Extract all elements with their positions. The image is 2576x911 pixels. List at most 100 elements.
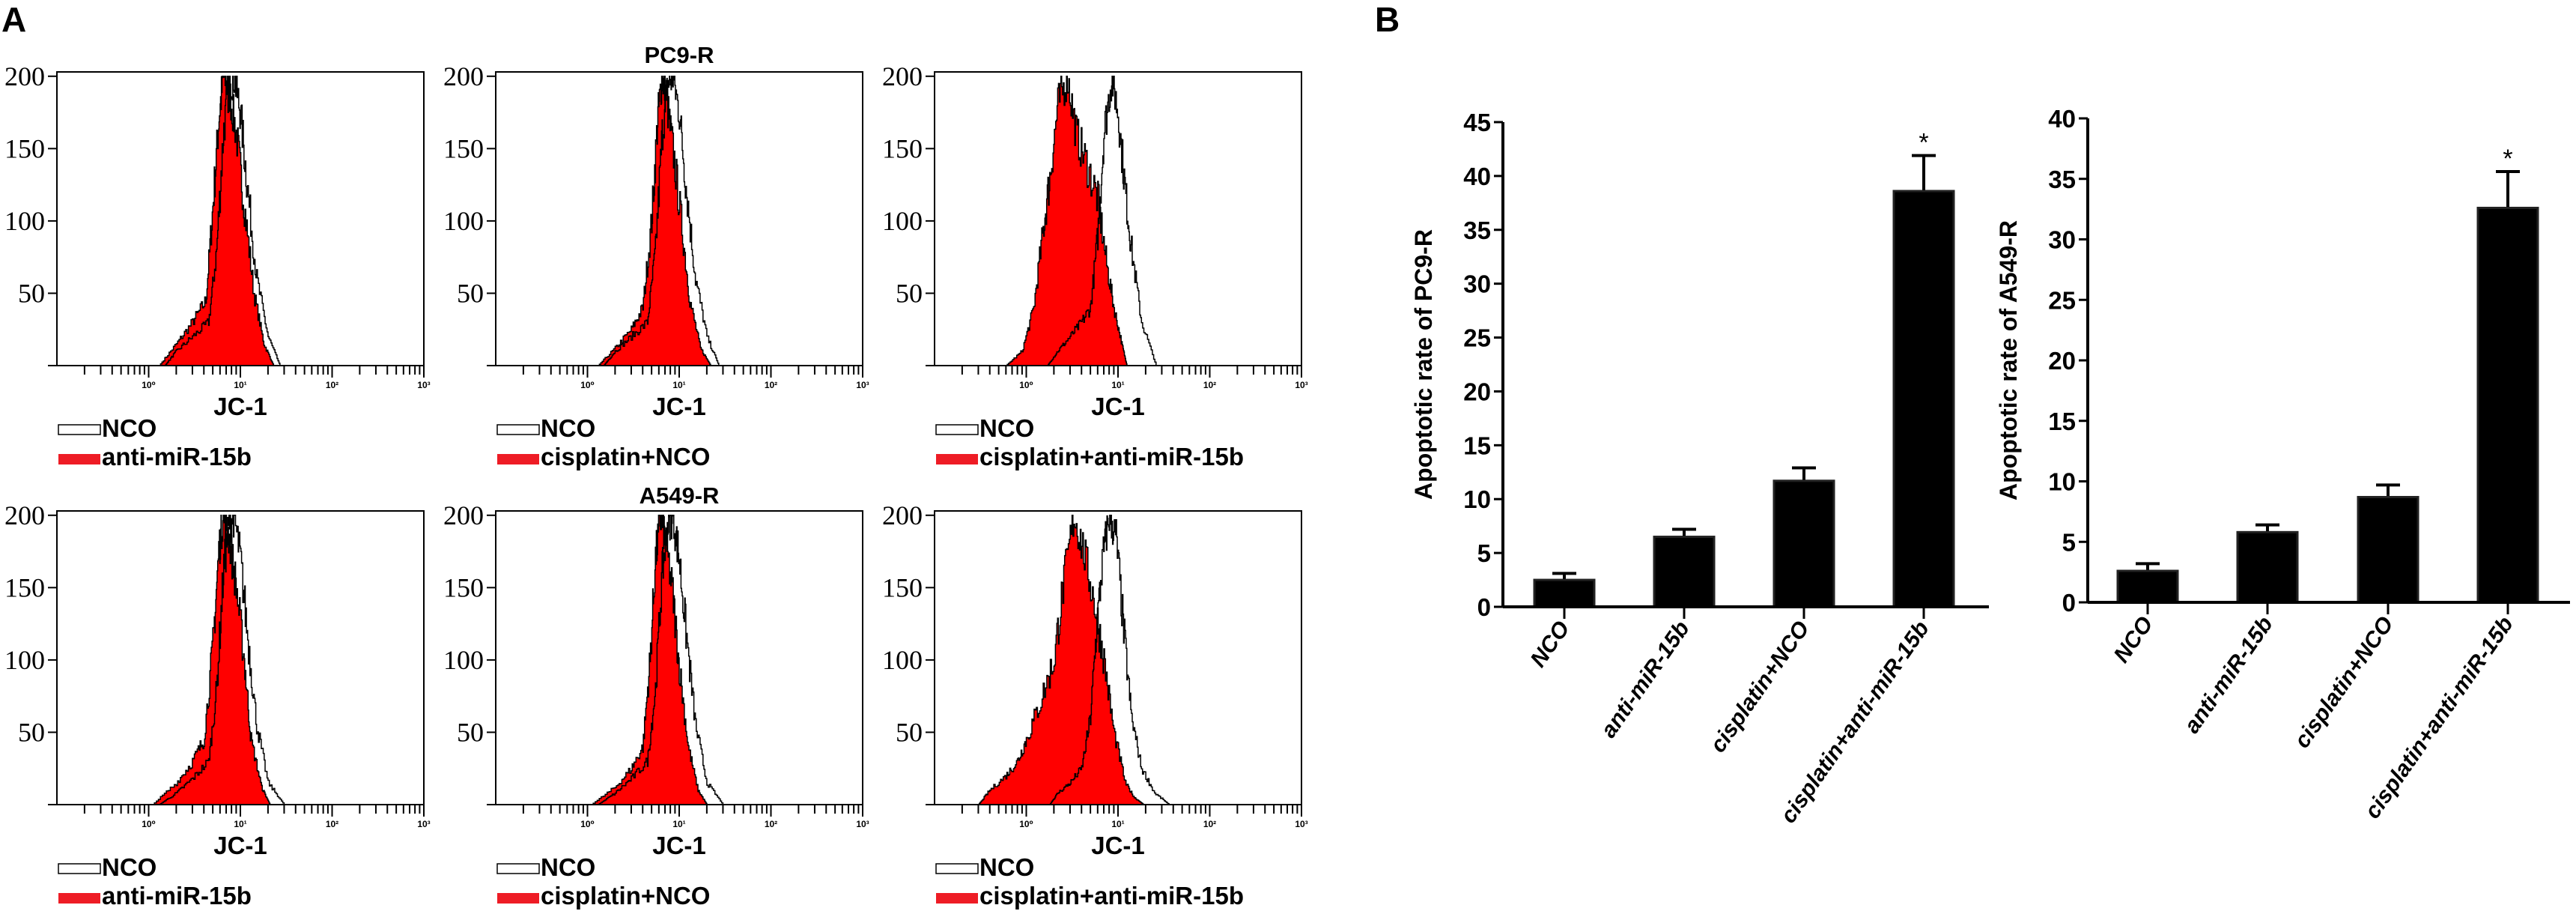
x-tick-label: 10³	[417, 819, 430, 829]
legend-label-nco: NCO	[979, 853, 1034, 881]
y-tick-label: 200	[443, 500, 484, 530]
y-tick-label: 0	[2062, 589, 2076, 617]
histogram-outline-nco	[1049, 515, 1170, 805]
y-tick-label: 30	[1463, 270, 1491, 298]
x-tick-label: 10¹	[672, 380, 685, 390]
y-tick-label: 10	[1463, 485, 1491, 513]
histogram-panel-6: 50 100 150 200 10⁰ 10¹ 10² 10³ JC-1 NCOcisplatin+…	[882, 500, 1308, 910]
x-axis-label: JC-1	[652, 393, 706, 420]
histogram-outline-nco	[159, 515, 285, 805]
row-title-pc9r: PC9-R	[644, 42, 714, 68]
y-tick-label: 40	[1463, 163, 1491, 190]
legend-swatch-nco	[496, 863, 540, 874]
y-tick-label: 0	[1477, 593, 1491, 621]
legend-label-treatment: anti-miR-15b	[102, 882, 252, 910]
legend-swatch-treatment	[58, 454, 100, 464]
y-tick-label: 15	[1463, 432, 1491, 459]
x-tick-label: 10¹	[1111, 380, 1124, 390]
y-tick-label: 50	[457, 278, 484, 308]
y-tick-label: 200	[443, 61, 484, 91]
x-axis-label: JC-1	[1091, 832, 1145, 859]
row-title-a549r: A549-R	[640, 482, 720, 509]
legend-swatch-nco	[58, 863, 101, 874]
histogram-filled-cisplatin-nco	[591, 515, 708, 805]
legend-label-nco: NCO	[979, 414, 1034, 442]
bar-cisplatin-anti-mir-15b	[1892, 190, 1955, 608]
legend-swatch-treatment	[936, 454, 978, 464]
y-tick-label: 150	[882, 133, 923, 163]
bar-cisplatin-nco	[2357, 495, 2419, 604]
x-axis-label: JC-1	[652, 832, 706, 859]
y-tick-label: 50	[18, 278, 45, 308]
bar-cisplatin-nco	[1772, 479, 1835, 608]
histogram-filled-cisplatin-anti-mir-15b	[978, 515, 1144, 805]
histogram-filled-cisplatin-nco	[598, 76, 711, 366]
legend-label-treatment: anti-miR-15b	[102, 443, 252, 470]
y-tick-label: 5	[2062, 528, 2076, 556]
x-tick-label: 10⁰	[1019, 819, 1033, 829]
legend-label-nco: NCO	[102, 414, 157, 442]
y-tick-label: 200	[882, 500, 923, 530]
y-tick-label: 15	[2048, 408, 2076, 435]
x-tick-label: 10⁰	[1019, 380, 1033, 390]
bar-chart-1: NCO anti-miR-15b cisplatin+NCO*cisplatin+a…	[1410, 109, 1989, 828]
panel-label-a: A	[1, 0, 26, 39]
y-tick-label: 5	[1477, 539, 1491, 567]
x-tick-label: 10⁰	[142, 380, 156, 390]
y-tick-label: 20	[2048, 347, 2076, 375]
x-axis-label: JC-1	[213, 393, 267, 420]
legend-swatch-nco	[935, 863, 979, 874]
legend-label-nco: NCO	[541, 414, 595, 442]
legend-swatch-nco	[935, 424, 979, 435]
y-tick-label: 100	[443, 645, 484, 675]
bar-nco	[1533, 578, 1596, 608]
x-tick-label: 10²	[326, 819, 338, 829]
x-tick-label: 10²	[1203, 380, 1216, 390]
y-tick-label: 20	[1463, 378, 1491, 405]
y-tick-label: 150	[882, 572, 923, 602]
legend-swatch-treatment	[58, 893, 100, 904]
histogram-filled-anti-mir-15b	[159, 76, 275, 366]
x-category-label: anti-miR-15b	[2179, 612, 2277, 738]
y-tick-label: 50	[896, 278, 923, 308]
histogram-outline-nco	[1047, 76, 1157, 366]
bar-cisplatin-anti-mir-15b	[2476, 207, 2539, 604]
y-tick-label: 150	[4, 572, 45, 602]
y-tick-label: 200	[4, 61, 45, 91]
histogram-outline-nco	[165, 76, 281, 366]
y-tick-label: 25	[1463, 324, 1491, 352]
x-tick-label: 10²	[1203, 819, 1216, 829]
y-tick-label: 150	[443, 133, 484, 163]
x-category-label: cisplatin+NCO	[1706, 617, 1814, 757]
significance-marker: *	[1919, 129, 1928, 157]
histogram-outline-nco	[598, 515, 724, 805]
y-tick-label: 35	[1463, 217, 1491, 244]
legend-label-nco: NCO	[102, 853, 157, 881]
y-tick-label: 50	[18, 717, 45, 747]
y-tick-label: 100	[4, 206, 45, 236]
legend-swatch-nco	[58, 424, 101, 435]
legend-swatch-treatment	[497, 893, 539, 904]
y-tick-label: 25	[2048, 286, 2076, 314]
y-tick-label: 200	[882, 61, 923, 91]
significance-marker: *	[2503, 145, 2512, 173]
legend-swatch-treatment	[497, 454, 539, 464]
bar-nco	[2116, 569, 2179, 604]
x-tick-label: 10⁰	[580, 380, 595, 390]
x-tick-label: 10³	[856, 819, 869, 829]
y-axis-label: Apoptotic rate of PC9-R	[1410, 229, 1437, 500]
legend-label-treatment: cisplatin+NCO	[541, 882, 710, 910]
histogram-panel-1: 50 100 150 200 10⁰ 10¹ 10² 10³ JC-1 NCOanti-miR-1…	[4, 61, 431, 470]
x-tick-label: 10²	[765, 819, 777, 829]
legend-label-nco: NCO	[541, 853, 595, 881]
y-tick-label: 200	[4, 500, 45, 530]
x-tick-label: 10⁰	[142, 819, 156, 829]
legend-swatch-nco	[496, 424, 540, 435]
x-category-label: anti-miR-15b	[1596, 617, 1694, 742]
x-tick-label: 10³	[856, 380, 869, 390]
bar-anti-mir-15b	[2236, 530, 2299, 604]
x-tick-label: 10⁰	[580, 819, 595, 829]
x-tick-label: 10¹	[234, 819, 246, 829]
y-tick-label: 45	[1463, 109, 1491, 136]
